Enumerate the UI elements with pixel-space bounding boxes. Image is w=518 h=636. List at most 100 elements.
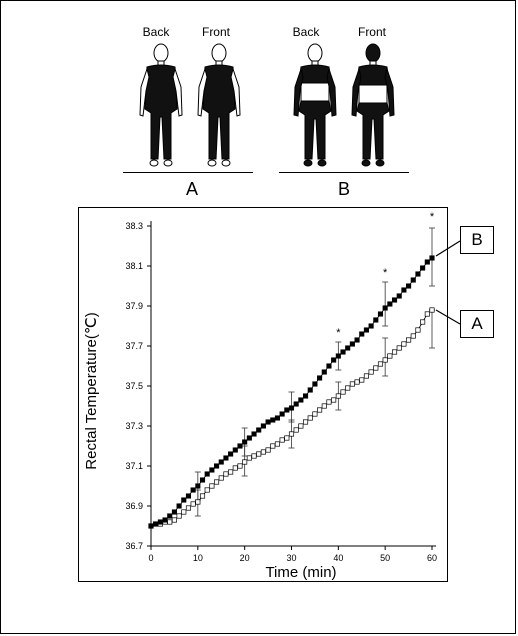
data-point-a	[284, 435, 290, 441]
data-point-a	[232, 465, 238, 471]
data-point-b	[171, 509, 177, 515]
x-tick-label: 20	[240, 553, 250, 563]
data-point-b	[406, 283, 412, 289]
data-point-a	[195, 499, 201, 505]
data-point-a	[368, 369, 374, 375]
data-point-b	[167, 513, 173, 519]
data-point-b	[284, 407, 290, 413]
data-point-b	[228, 451, 234, 457]
data-point-a	[242, 459, 248, 465]
data-point-b	[218, 459, 224, 465]
data-point-a	[303, 419, 309, 425]
data-point-b	[148, 523, 154, 529]
data-point-b	[401, 287, 407, 293]
data-point-a	[265, 447, 271, 453]
data-point-a	[406, 337, 412, 343]
data-point-a	[176, 513, 182, 519]
data-point-b	[209, 467, 215, 473]
group-b-back-figure	[293, 43, 337, 167]
data-point-b	[410, 277, 416, 283]
data-point-b	[232, 447, 238, 453]
data-point-b	[354, 337, 360, 343]
significance-asterisk: *	[383, 267, 388, 279]
data-point-b	[340, 349, 346, 355]
data-point-a	[246, 455, 252, 461]
y-tick-label: 37.7	[125, 341, 143, 351]
data-point-b	[415, 271, 421, 277]
data-point-a	[293, 427, 299, 433]
y-tick-label: 37.9	[125, 301, 143, 311]
x-axis-label: Time (min)	[265, 564, 337, 581]
data-point-b	[293, 401, 299, 407]
legend-label-b: B	[460, 226, 494, 254]
data-point-b	[237, 443, 243, 449]
data-point-b	[288, 405, 295, 411]
y-axis-label: Rectal Temperature(℃)	[83, 312, 100, 470]
data-point-b	[377, 311, 384, 317]
data-point-b	[246, 435, 252, 441]
data-point-a	[354, 379, 360, 385]
legend-connector-a	[435, 309, 461, 325]
data-point-a	[396, 345, 402, 351]
data-point-a	[312, 411, 318, 417]
data-point-b	[317, 375, 323, 381]
data-point-b	[256, 427, 262, 433]
group-b-back-label: Back	[292, 25, 320, 39]
data-point-b	[349, 341, 355, 347]
data-point-a	[256, 451, 262, 457]
data-point-b	[335, 353, 341, 359]
group-a-label: A	[185, 179, 198, 199]
data-point-a	[340, 389, 346, 395]
data-point-a	[410, 333, 416, 339]
data-point-b	[260, 423, 266, 429]
legend-label-a-text: A	[471, 314, 483, 333]
data-point-b	[214, 463, 220, 469]
data-point-b	[157, 519, 163, 525]
data-point-a	[424, 311, 430, 317]
data-point-a	[199, 493, 206, 499]
data-point-a	[270, 443, 276, 449]
y-tick-label: 38.3	[125, 221, 143, 231]
data-point-a	[167, 519, 173, 525]
y-tick-label: 37.1	[125, 461, 143, 471]
data-point-a	[209, 483, 215, 489]
data-point-a	[335, 393, 341, 399]
y-tick-label: 38.1	[125, 261, 143, 271]
data-point-b	[242, 439, 248, 445]
data-point-a	[251, 453, 257, 459]
data-point-a	[349, 381, 355, 387]
x-tick-label: 30	[286, 553, 296, 563]
data-point-b	[176, 503, 182, 509]
data-point-a	[190, 501, 196, 507]
group-b-front-figure	[351, 43, 395, 167]
data-point-a	[214, 479, 220, 485]
data-point-b	[185, 493, 192, 499]
data-point-a	[317, 407, 323, 413]
x-tick-label: 50	[380, 553, 390, 563]
data-point-b	[396, 293, 402, 299]
data-point-b	[312, 381, 318, 387]
data-point-a	[228, 469, 234, 475]
data-point-a	[307, 415, 313, 421]
data-point-a	[359, 377, 365, 383]
y-tick-label: 37.5	[125, 381, 143, 391]
data-point-b	[345, 345, 351, 351]
data-point-a	[321, 403, 327, 409]
data-point-b	[321, 369, 327, 375]
legend-label-a: A	[460, 310, 494, 338]
data-point-b	[424, 259, 430, 265]
chart-frame	[78, 207, 448, 582]
data-point-a	[223, 471, 229, 477]
group-b-ground-line	[279, 172, 409, 173]
data-point-b	[265, 419, 271, 425]
data-point-b	[223, 455, 229, 461]
data-point-a	[181, 509, 187, 515]
group-a-front-label: Front	[201, 25, 230, 39]
data-point-a	[363, 373, 369, 379]
data-point-b	[359, 331, 365, 337]
group-a-ground-line	[123, 172, 253, 173]
y-tick-label: 37.3	[125, 421, 143, 431]
data-point-b	[331, 357, 337, 363]
legend-label-b-text: B	[471, 230, 483, 249]
